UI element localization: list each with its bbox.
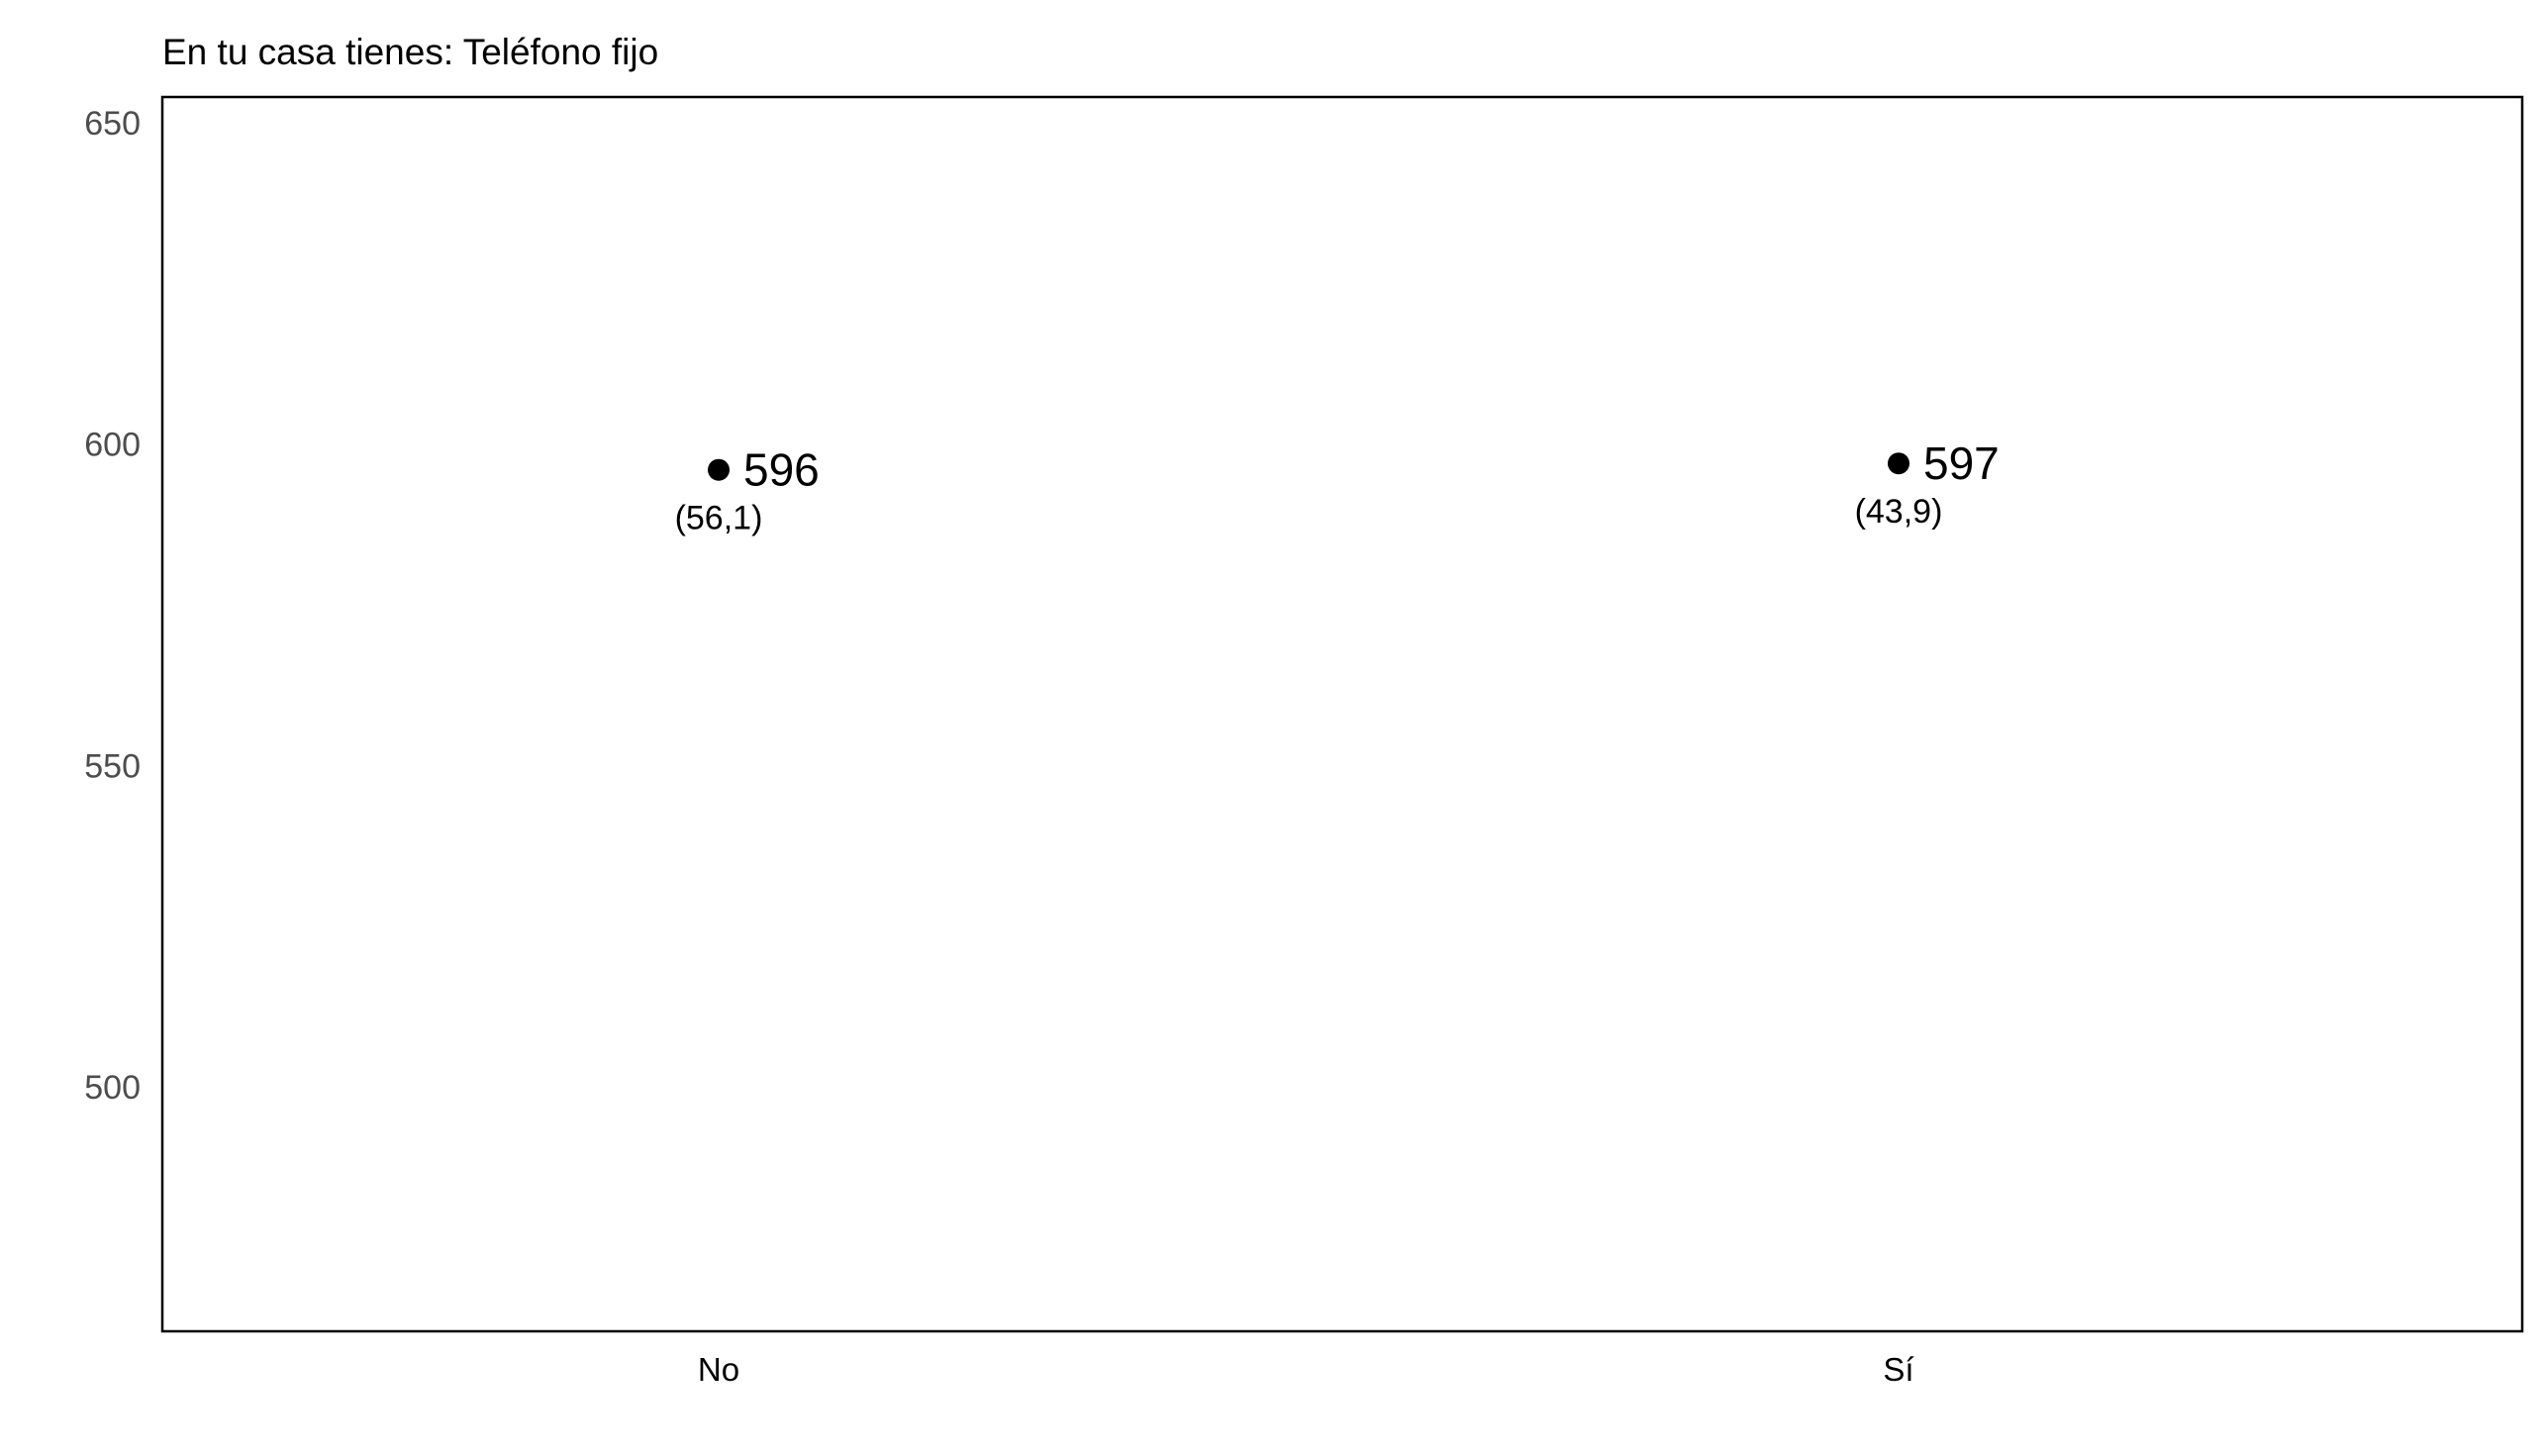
x-axis: No Sí [698, 1351, 1914, 1388]
data-percent-label: (56,1) [675, 500, 763, 537]
y-tick-label: 650 [84, 105, 141, 143]
y-axis: 500 550 600 650 [84, 105, 141, 1107]
y-tick-label: 600 [84, 427, 141, 464]
data-value-label: 596 [743, 444, 820, 496]
data-percent-label: (43,9) [1855, 493, 1943, 531]
data-point [708, 458, 730, 481]
plot-panel-frame [160, 95, 2524, 1333]
data-point [1888, 452, 1909, 475]
data-points: 596 (56,1) 597 (43,9) [675, 437, 2000, 536]
y-tick-label: 550 [84, 747, 141, 785]
y-tick-label: 500 [84, 1069, 141, 1107]
x-tick-label: Sí [1883, 1351, 1913, 1388]
data-value-label: 597 [1923, 437, 2000, 489]
x-tick-label: No [698, 1351, 739, 1388]
chart-title: En tu casa tienes: Teléfono fijo [162, 32, 658, 72]
